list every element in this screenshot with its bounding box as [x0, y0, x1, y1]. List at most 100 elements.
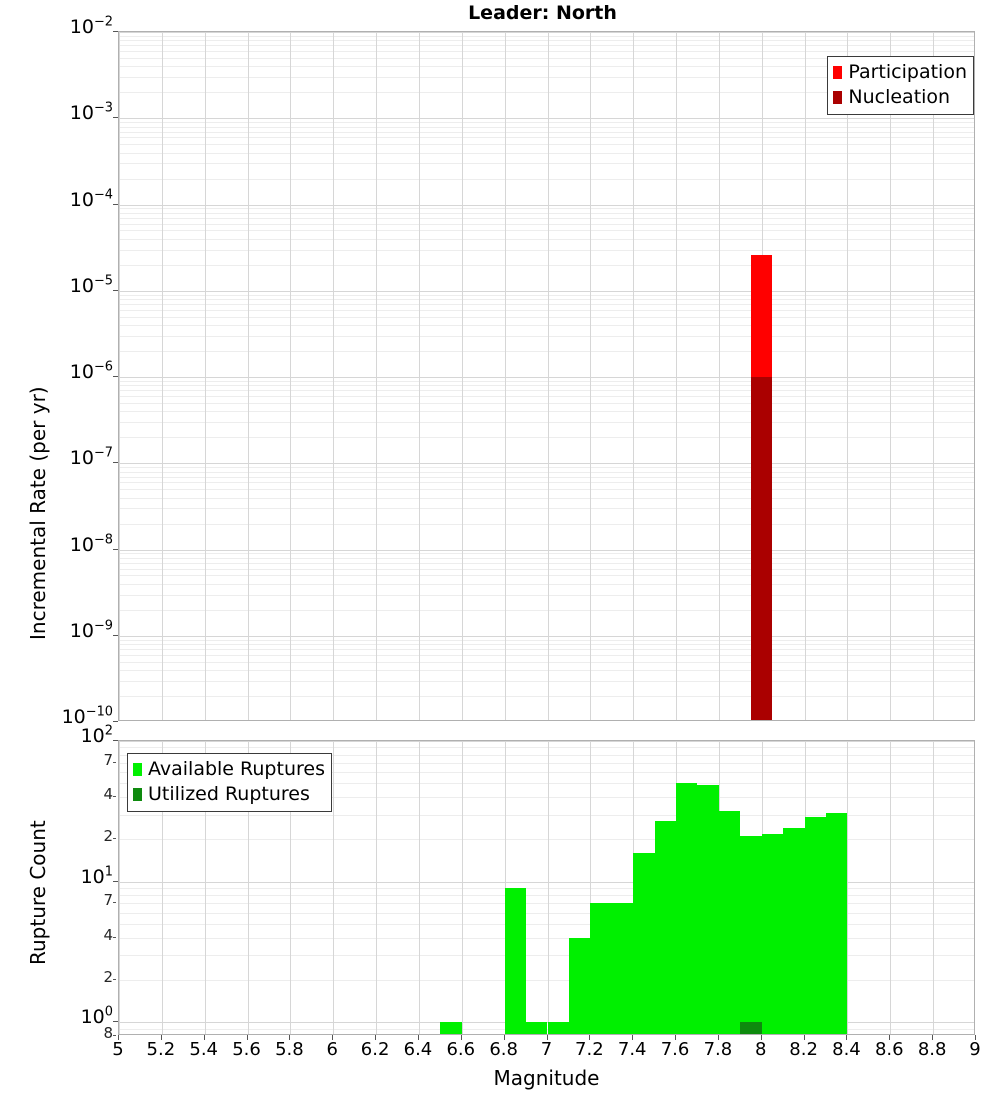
- gridline-minor: [119, 380, 974, 382]
- gridline-minor: [119, 783, 974, 785]
- gridline-minor: [119, 35, 974, 37]
- y-tick-label: 10−10: [61, 704, 113, 728]
- gridline-vertical: [204, 741, 206, 1034]
- y-tick-label: 10−5: [69, 273, 113, 297]
- x-tick-label: 8: [755, 1039, 767, 1060]
- x-tick-label: 6.8: [489, 1039, 518, 1060]
- gridline-vertical: [119, 32, 120, 720]
- y-tick-label: 10−3: [69, 100, 113, 125]
- x-tick-mark: [289, 1035, 291, 1040]
- gridline-minor: [119, 325, 974, 327]
- y-tick-label: 10−4: [69, 187, 113, 211]
- y-tick-label: 10−7: [69, 445, 113, 470]
- gridline-minor: [119, 223, 974, 225]
- gridline-vertical: [590, 32, 592, 720]
- y-tick-mark: [113, 548, 118, 550]
- gridline-minor: [119, 122, 974, 124]
- top-legend: Participation Nucleation: [827, 56, 974, 115]
- gridline-minor: [119, 594, 974, 596]
- gridline-minor: [119, 562, 974, 564]
- gridline-minor: [119, 575, 974, 577]
- gridline-minor: [119, 66, 974, 68]
- y-tick-label-minor: 8: [103, 1024, 113, 1042]
- gridline-minor: [119, 316, 974, 318]
- gridline-minor: [119, 208, 974, 210]
- x-tick-label: 6.4: [403, 1039, 433, 1060]
- x-tick-mark: [417, 1035, 419, 1040]
- bar-available-ruptures: [654, 820, 677, 1034]
- gridline-minor: [119, 422, 974, 424]
- gridline-major: [119, 741, 974, 742]
- y-tick-label-minor: 2: [103, 827, 113, 846]
- gridline-minor: [119, 523, 974, 525]
- gridline-minor: [119, 489, 974, 491]
- y-tick-mark-minor: [113, 838, 116, 840]
- x-tick-label: 7.4: [617, 1039, 647, 1060]
- legend-item: Utilized Ruptures: [133, 782, 325, 807]
- chart-title: Leader: North: [468, 2, 617, 24]
- gridline-vertical: [547, 741, 549, 1034]
- gridline-minor: [119, 680, 974, 682]
- x-tick-mark: [846, 1035, 848, 1040]
- gridline-vertical: [890, 32, 892, 720]
- x-tick-mark: [589, 1035, 591, 1040]
- y-tick-label: 10−9: [69, 618, 113, 642]
- bar-available-ruptures: [697, 784, 719, 1034]
- gridline-minor: [119, 385, 974, 387]
- gridline-minor: [119, 644, 974, 646]
- y-tick-mark-minor: [113, 761, 116, 763]
- y-tick-label-minor: 2: [103, 968, 113, 987]
- gridline-minor: [119, 696, 974, 698]
- gridline-minor: [119, 583, 974, 585]
- legend-item: Participation: [833, 60, 967, 85]
- y-tick-mark: [113, 117, 118, 119]
- x-tick-label: 9: [969, 1039, 981, 1060]
- x-tick-mark: [503, 1035, 505, 1040]
- gridline-vertical: [504, 32, 506, 720]
- rupture-count-plot: Available Ruptures Utilized Ruptures: [118, 740, 975, 1035]
- gridline-minor: [119, 553, 974, 555]
- gridline-minor: [119, 351, 974, 353]
- bar-available-ruptures: [804, 816, 827, 1034]
- gridline-minor: [119, 762, 974, 764]
- y-tick-mark-minor: [113, 979, 116, 981]
- gridline-minor: [119, 955, 974, 957]
- bar-available-ruptures: [718, 810, 741, 1034]
- legend-swatch-icon: [833, 66, 843, 79]
- gridline-minor: [119, 131, 974, 133]
- gridline-vertical: [247, 741, 249, 1034]
- gridline-minor: [119, 568, 974, 570]
- gridline-major: [119, 290, 974, 292]
- y-tick-mark-minor: [113, 1035, 116, 1036]
- gridline-minor: [119, 57, 974, 59]
- gridline-vertical: [847, 32, 849, 720]
- y-tick-mark: [113, 289, 118, 291]
- y-tick-mark-minor: [113, 795, 116, 797]
- x-tick-label: 6.2: [360, 1039, 390, 1060]
- x-tick-label: 6: [326, 1039, 338, 1060]
- gridline-minor: [119, 772, 974, 774]
- y-tick-label: 10−6: [69, 359, 113, 383]
- gridline-minor: [119, 609, 974, 611]
- y-tick-label: 10−2: [69, 14, 113, 38]
- x-tick-mark: [675, 1035, 677, 1040]
- gridline-major: [119, 463, 974, 465]
- x-tick-label: 8.4: [832, 1039, 861, 1060]
- bar-available-ruptures: [504, 888, 527, 1034]
- bottom-bars-layer: [119, 741, 974, 1034]
- gridline-minor: [119, 212, 974, 214]
- x-tick-label: 7: [540, 1039, 553, 1060]
- gridline-minor: [119, 508, 974, 510]
- gridline-minor: [119, 661, 974, 663]
- gridline-minor: [119, 497, 974, 499]
- legend-item: Nucleation: [833, 85, 967, 110]
- x-tick-mark: [760, 1035, 762, 1040]
- x-tick-mark: [546, 1035, 548, 1040]
- bar-available-ruptures: [740, 836, 762, 1034]
- bar-available-ruptures: [783, 828, 805, 1034]
- gridline-minor: [119, 390, 974, 392]
- gridline-minor: [119, 40, 974, 42]
- x-tick-mark: [246, 1035, 248, 1040]
- gridline-vertical: [333, 32, 335, 720]
